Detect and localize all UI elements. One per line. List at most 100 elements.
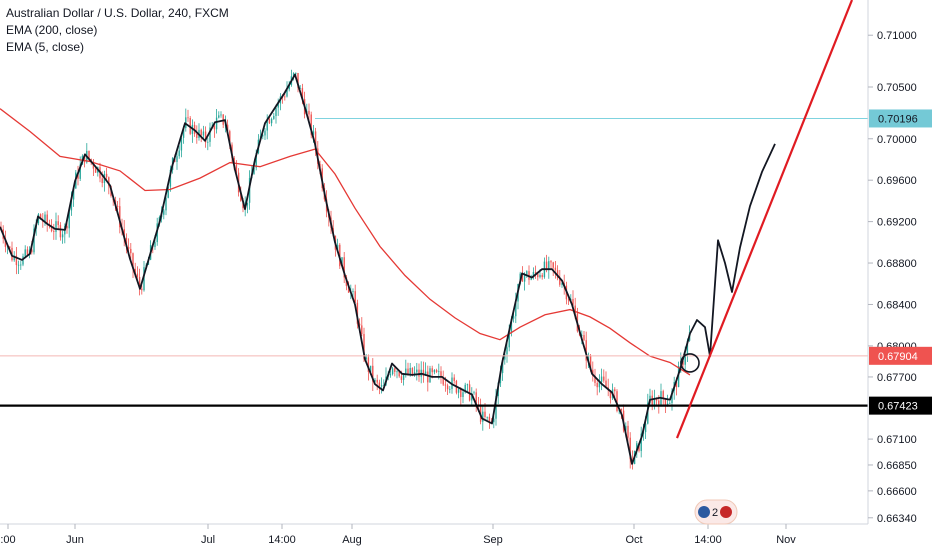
- candle-body: [116, 205, 119, 207]
- candle-body: [292, 73, 295, 77]
- candle-body: [592, 369, 594, 376]
- candle-body: [411, 367, 414, 376]
- candle-body: [671, 390, 673, 404]
- highlight-circle: [680, 353, 700, 373]
- y-tick-label: 0.70500: [877, 82, 917, 94]
- candle-body: [620, 408, 623, 411]
- candle-body: [235, 164, 238, 173]
- candle-body: [486, 416, 488, 418]
- candle-body: [288, 84, 290, 90]
- candle-body: [402, 373, 405, 380]
- candle-body: [178, 150, 180, 157]
- candle-body: [534, 271, 537, 274]
- candle-body: [424, 371, 427, 376]
- annotations: [675, 0, 854, 439]
- candle-body: [473, 392, 475, 394]
- resistance-badge-bg: [869, 109, 932, 128]
- candle-body: [286, 89, 288, 97]
- candle-body: [365, 357, 367, 360]
- y-tick-label: 0.68400: [877, 299, 917, 311]
- candle-body: [200, 129, 202, 136]
- candle-body: [644, 423, 647, 433]
- y-tick-label: 0.66850: [877, 460, 917, 472]
- ema-5-line: [0, 73, 691, 465]
- candle-body: [202, 131, 205, 136]
- candle-body: [24, 249, 26, 257]
- candle-body: [182, 128, 185, 138]
- y-tick-label: 0.71000: [877, 30, 917, 42]
- y-tick-label: 0.67100: [877, 434, 917, 446]
- candle-body: [165, 197, 167, 211]
- candle-body: [391, 368, 394, 375]
- candle-body: [167, 186, 169, 198]
- candle-body: [204, 131, 207, 143]
- candle-body: [246, 202, 249, 206]
- candle-body: [369, 365, 372, 372]
- candle-body: [427, 371, 429, 383]
- x-tick-label: Aug: [342, 534, 362, 546]
- indicator-ema-5[interactable]: EMA (5, close): [6, 40, 85, 54]
- candle-body: [609, 390, 612, 399]
- symbol-title[interactable]: Australian Dollar / U.S. Dollar, 240, FX…: [6, 6, 229, 20]
- x-tick-label: Jun: [66, 534, 84, 546]
- candle-body: [614, 389, 616, 392]
- candle-body: [297, 72, 299, 89]
- candle-body: [545, 261, 548, 270]
- candle-body: [134, 268, 136, 274]
- candle-body: [44, 214, 46, 222]
- candle-body: [70, 199, 73, 211]
- candle-body: [312, 131, 315, 135]
- x-tick-label: Jul: [201, 534, 215, 546]
- candle-body: [664, 398, 667, 406]
- chart-legend: Australian Dollar / U.S. Dollar, 240, FX…: [6, 5, 229, 56]
- candle-body: [405, 368, 407, 374]
- candle-body: [585, 340, 587, 361]
- current-price-badge: 0.67904: [878, 351, 918, 363]
- event-badge-bg: [694, 499, 738, 525]
- price-axis[interactable]: 0.71000 0.70500 0.70000 0.69600 0.69200 0.688…: [868, 30, 917, 525]
- candle-body: [598, 381, 601, 388]
- candle-body: [378, 382, 381, 387]
- trendline: [675, 0, 854, 439]
- candle-body: [394, 368, 396, 372]
- candle-body: [301, 88, 304, 100]
- candle-body: [466, 384, 469, 386]
- candle-body: [653, 398, 656, 406]
- candle-body: [22, 256, 24, 265]
- candle-body: [79, 164, 81, 179]
- candle-body: [66, 225, 68, 229]
- candle-body: [187, 117, 189, 119]
- candle-body: [638, 443, 640, 451]
- candle-body: [88, 150, 90, 160]
- candle-body: [273, 115, 275, 119]
- candle-body: [640, 433, 642, 451]
- candle-body: [433, 370, 436, 373]
- y-tick-label: 0.66340: [877, 513, 917, 525]
- candle-body: [552, 262, 554, 268]
- candle-body: [169, 169, 172, 187]
- time-axis[interactable]: :00 Jun Jul 14:00 Aug Sep Oct 14:00 Nov: [0, 524, 796, 546]
- indicator-ema-200[interactable]: EMA (200, close): [6, 23, 98, 37]
- x-tick-label: Nov: [776, 534, 796, 546]
- candle-body: [627, 425, 629, 438]
- candle-body: [20, 264, 22, 266]
- y-tick-label: 0.66600: [877, 486, 917, 498]
- candle-body: [343, 257, 345, 278]
- y-tick-label: 0.67700: [877, 372, 917, 384]
- candle-body: [510, 318, 513, 333]
- candle-body: [669, 403, 671, 404]
- candle-body: [484, 411, 486, 417]
- candle-body: [372, 365, 374, 382]
- candle-body: [180, 137, 183, 151]
- candle-body: [625, 425, 627, 431]
- candle-body: [400, 376, 403, 380]
- candle-body: [548, 261, 550, 270]
- candle-body: [361, 325, 363, 335]
- candle-body: [141, 288, 143, 291]
- candle-body: [488, 416, 491, 421]
- event-badge[interactable]: 2: [694, 499, 738, 525]
- candle-body: [442, 377, 444, 385]
- y-tick-label: 0.69600: [877, 175, 917, 187]
- candle-body: [583, 335, 585, 341]
